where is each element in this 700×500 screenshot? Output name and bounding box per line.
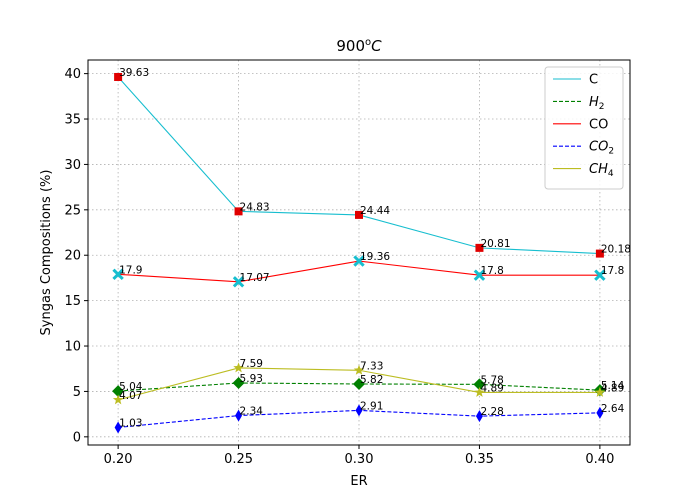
data-label-h2: 5.93 [240,373,263,385]
legend-box [544,66,624,190]
point-co [355,210,363,219]
data-label-ch4: 4.89 [601,382,624,394]
data-label-h2: 5.78 [480,374,503,386]
data-label-co: 17.9 [119,264,142,276]
point-c [232,276,245,288]
y-tick-label: 20 [64,249,81,264]
y-tick-label: 15 [64,294,81,309]
y-axis-ticks: 0 5 10 15 20 25 30 35 40 [64,67,88,445]
point-c [594,269,606,281]
y-tick-label: 30 [64,158,81,173]
point-co2 [596,406,604,419]
chart-title: 900oC [336,37,382,55]
point-co2 [235,409,243,422]
y-axis-label: Syngas Compositions (%) [39,170,54,336]
point-co [234,207,243,216]
x-axis-ticks: 0.20 0.25 0.30 0.35 0.40 [104,445,614,467]
data-label-h2: 5.14 [601,380,625,392]
data-label-co: 19.36 [360,251,390,263]
point-co2 [355,404,363,417]
data-label-c: 39.63 [119,67,149,79]
y-tick-label: 25 [64,203,81,218]
point-h2 [353,377,365,390]
chart-title-number: 900 [336,37,365,55]
point-c [112,268,124,281]
point-ch4 [233,362,244,373]
point-h2 [112,385,125,398]
data-label-c: 20.81 [480,238,510,250]
data-label-co2: 1.03 [119,417,142,429]
chart-title-unit: C [371,37,382,55]
y-tick-label: 35 [64,113,81,128]
y-tick-label: 40 [64,67,81,82]
legend: C H2 CO CO2 CH4 [544,66,624,190]
point-co [595,249,604,258]
point-co [114,72,123,81]
x-tick-label: 0.25 [224,452,253,467]
point-co2 [114,421,122,434]
data-label-c: 20.18 [601,244,631,256]
x-tick-label: 0.30 [345,452,374,467]
point-co2 [475,410,483,423]
data-labels: 39.63 24.83 24.44 20.81 20.18 5.04 5.93 5.82 5.7… [119,67,631,429]
chart-title-superscript: o [365,37,371,48]
point-ch4 [112,394,124,405]
data-label-ch4: 7.59 [240,358,263,370]
point-h2 [232,376,245,389]
x-tick-label: 0.40 [585,452,614,467]
y-tick-label: 5 [73,385,81,400]
y-tick-label: 10 [64,340,81,355]
x-tick-label: 0.20 [104,452,133,467]
data-label-ch4: 7.33 [360,360,383,372]
data-label-co: 17.8 [480,265,503,277]
data-label-h2: 5.82 [360,374,383,386]
legend-label-c: C [589,73,598,88]
data-label-ch4: 4.89 [480,382,503,394]
data-label-c: 24.83 [240,201,270,213]
point-co [475,243,484,252]
series-markers [112,72,606,434]
data-label-co: 17.8 [601,265,624,277]
point-ch4 [594,386,606,397]
x-axis-label: ER [350,474,367,489]
point-ch4 [474,386,485,397]
data-label-co2: 2.34 [240,406,264,418]
legend-label-co: CO [589,117,608,132]
data-label-co: 17.07 [240,272,270,284]
data-label-co2: 2.28 [480,406,503,418]
data-label-co2: 2.64 [601,403,625,415]
legend-label-ch4: CH4 [589,162,614,179]
data-label-c: 24.44 [360,205,390,217]
legend-label-h2: H2 [589,95,605,112]
x-tick-label: 0.35 [465,452,494,467]
data-label-h2: 5.04 [119,381,143,393]
legend-label-co2: CO2 [589,140,614,157]
point-c [473,269,486,281]
point-h2 [473,378,486,391]
data-label-co2: 2.91 [360,400,383,412]
point-ch4 [353,364,365,375]
point-c [353,255,365,267]
data-label-ch4: 4.07 [119,390,142,402]
y-tick-label: 0 [73,430,81,445]
